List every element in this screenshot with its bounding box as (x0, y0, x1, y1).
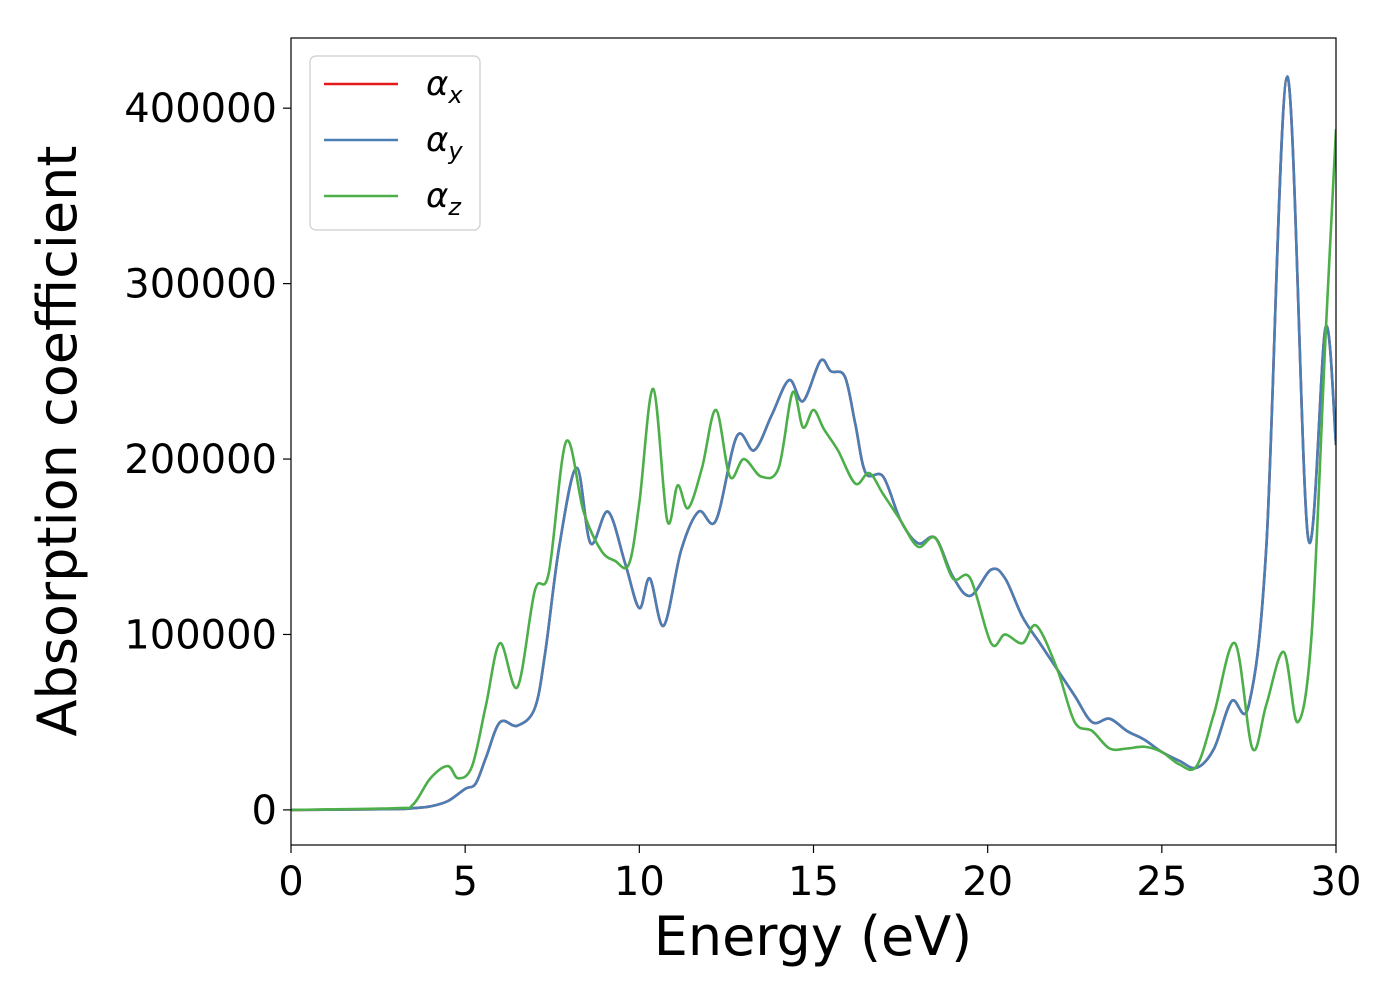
x-tick-label: 30 (1311, 859, 1362, 905)
y-tick-label: 400000 (124, 86, 277, 132)
y-axis: 0 100000 200000 300000 400000 (124, 86, 291, 834)
y-tick-label: 0 (252, 788, 277, 834)
series-line-y (291, 75, 1336, 812)
x-tick-label: 20 (962, 859, 1013, 905)
y-tick-label: 200000 (124, 437, 277, 483)
y-tick-label: 300000 (124, 262, 277, 308)
series-line-z (291, 129, 1336, 812)
x-axis-title: Energy (eV) (654, 905, 973, 968)
x-tick-label: 0 (278, 859, 303, 905)
x-tick-label: 10 (614, 859, 665, 905)
x-axis: 0 5 10 15 20 25 30 (278, 845, 1361, 905)
legend-box (309, 55, 481, 231)
x-tick-label: 15 (788, 859, 839, 905)
x-tick-label: 25 (1136, 859, 1187, 905)
x-tick-label: 5 (452, 859, 477, 905)
series-layer (291, 75, 1336, 812)
y-tick-label: 100000 (124, 612, 277, 658)
y-axis-title: Absorption coefficient (26, 146, 89, 737)
